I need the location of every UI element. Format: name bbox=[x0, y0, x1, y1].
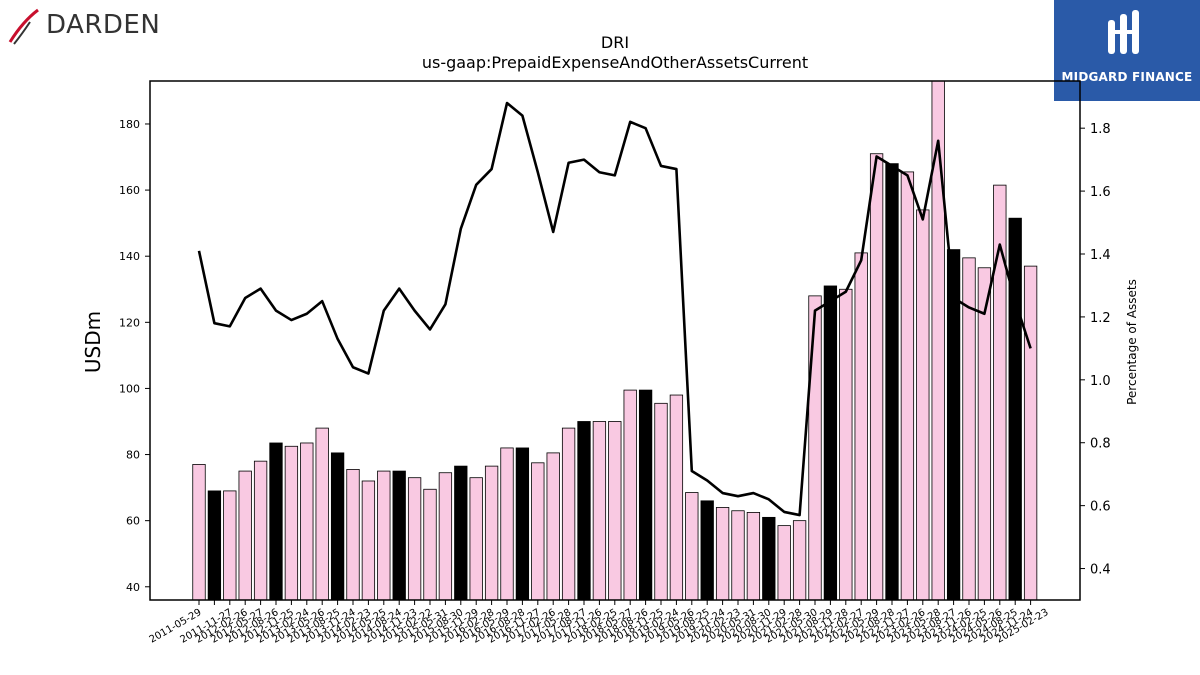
bar bbox=[700, 500, 714, 601]
bar bbox=[823, 285, 838, 601]
bar bbox=[330, 452, 345, 601]
bar bbox=[207, 490, 222, 601]
bar bbox=[685, 492, 699, 601]
bar bbox=[407, 477, 422, 601]
y2-tick-label: 1.8 bbox=[1090, 122, 1111, 137]
y-tick-label: 60 bbox=[126, 515, 140, 528]
bar bbox=[638, 389, 653, 601]
bar bbox=[715, 507, 730, 601]
bar bbox=[608, 421, 622, 601]
y-tick-label: 180 bbox=[119, 118, 140, 131]
bar bbox=[746, 512, 761, 601]
y2-tick-label: 0.4 bbox=[1090, 563, 1111, 578]
chart-title: DRI bbox=[601, 33, 629, 52]
y2-tick-label: 1.6 bbox=[1090, 185, 1111, 200]
chart-subtitle: us-gaap:PrepaidExpenseAndOtherAssetsCurr… bbox=[422, 53, 808, 72]
bar bbox=[484, 465, 499, 601]
y-axis-label: USDm bbox=[81, 311, 105, 373]
y2-axis-label: Percentage of Assets bbox=[1125, 279, 1139, 405]
bar bbox=[885, 163, 899, 601]
bar bbox=[900, 171, 915, 601]
bar bbox=[315, 427, 329, 601]
bar bbox=[577, 421, 591, 601]
bar bbox=[500, 447, 514, 601]
bar bbox=[792, 520, 807, 601]
bar bbox=[515, 447, 530, 601]
bar bbox=[223, 490, 237, 601]
bar bbox=[762, 516, 776, 601]
y-tick-label: 140 bbox=[119, 250, 140, 263]
bar bbox=[808, 295, 822, 601]
bar bbox=[654, 402, 668, 601]
bar bbox=[346, 469, 360, 601]
bar bbox=[1023, 265, 1038, 601]
bar bbox=[284, 445, 299, 601]
bar bbox=[454, 465, 468, 601]
bar bbox=[592, 421, 607, 601]
y2-tick-label: 0.6 bbox=[1090, 500, 1111, 515]
bar bbox=[238, 470, 252, 601]
midgard-finance-logo: MIDGARD FINANCE bbox=[1054, 0, 1200, 101]
bar bbox=[623, 389, 637, 601]
darden-logo: DARDEN bbox=[4, 4, 174, 48]
bar bbox=[392, 470, 406, 601]
y2-tick-label: 0.8 bbox=[1090, 437, 1111, 452]
y2-tick-label: 1.4 bbox=[1090, 248, 1111, 263]
midgard-finance-logo-text: MIDGARD FINANCE bbox=[1061, 70, 1193, 84]
midgard-mark-icon bbox=[1108, 10, 1139, 54]
bar bbox=[731, 510, 745, 601]
y-tick-label: 120 bbox=[119, 316, 140, 329]
bar bbox=[192, 464, 206, 601]
darden-swoosh-icon bbox=[8, 8, 39, 45]
bar bbox=[300, 442, 314, 601]
bar bbox=[469, 477, 483, 601]
bar bbox=[423, 488, 437, 601]
bar bbox=[669, 394, 684, 601]
bar bbox=[253, 460, 268, 601]
series-line bbox=[197, 101, 1032, 517]
bar bbox=[777, 525, 791, 601]
darden-logo-text: DARDEN bbox=[46, 10, 161, 40]
bar bbox=[561, 427, 576, 601]
bar bbox=[854, 252, 868, 601]
bar bbox=[977, 267, 992, 601]
bar bbox=[869, 153, 884, 601]
y-tick-label: 80 bbox=[126, 449, 140, 462]
y2-tick-label: 1.0 bbox=[1090, 374, 1111, 389]
bar bbox=[269, 442, 283, 601]
bar bbox=[546, 452, 560, 601]
bar bbox=[438, 472, 453, 601]
y-tick-label: 100 bbox=[119, 382, 140, 395]
bar bbox=[916, 209, 930, 601]
bar bbox=[1008, 217, 1022, 601]
bar bbox=[531, 462, 545, 601]
bar bbox=[377, 470, 391, 601]
bar bbox=[361, 480, 376, 601]
y-tick-label: 160 bbox=[119, 184, 140, 197]
y-tick-label: 40 bbox=[126, 581, 140, 594]
y2-tick-label: 1.2 bbox=[1090, 311, 1111, 326]
bar bbox=[839, 288, 853, 601]
